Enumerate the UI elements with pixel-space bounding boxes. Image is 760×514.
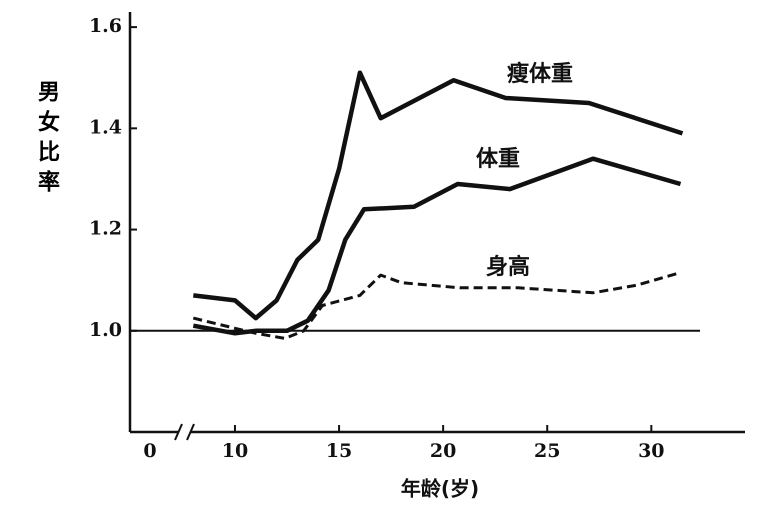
series-label: 体重 — [476, 147, 520, 172]
y-tick-label: 1.6 — [89, 15, 122, 37]
line-series — [192, 156, 682, 336]
y-tick-label: 1.0 — [89, 319, 122, 341]
x-tick-label: 10 — [222, 440, 248, 462]
x-tick-label: 20 — [430, 440, 456, 462]
y-tick-label: 1.2 — [89, 218, 122, 240]
x-tick-label: 30 — [638, 440, 664, 462]
axis-break — [186, 423, 195, 441]
series-label: 瘦体重 — [507, 61, 573, 87]
series-label: 身高 — [486, 254, 530, 280]
line-series — [192, 271, 681, 340]
x-tick-label: 0 — [143, 440, 156, 462]
x-axis-label: 年龄(岁) — [401, 477, 479, 501]
axis-break — [174, 423, 183, 441]
x-tick-label: 15 — [326, 440, 352, 462]
y-axis-label: 男女比率 — [34, 80, 59, 200]
y-tick-label: 1.4 — [89, 116, 122, 138]
x-tick-label: 25 — [534, 440, 560, 462]
line-series — [193, 70, 684, 321]
